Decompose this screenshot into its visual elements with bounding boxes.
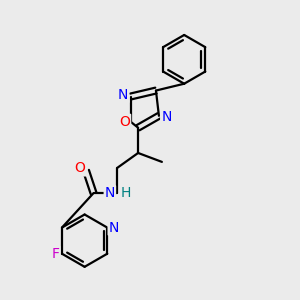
Text: N: N bbox=[161, 110, 172, 124]
Text: N: N bbox=[109, 220, 119, 235]
Text: O: O bbox=[75, 161, 86, 176]
Text: H: H bbox=[120, 185, 131, 200]
Text: F: F bbox=[51, 247, 59, 261]
Text: N: N bbox=[118, 88, 128, 102]
Text: O: O bbox=[119, 115, 130, 129]
Text: N: N bbox=[105, 186, 115, 200]
